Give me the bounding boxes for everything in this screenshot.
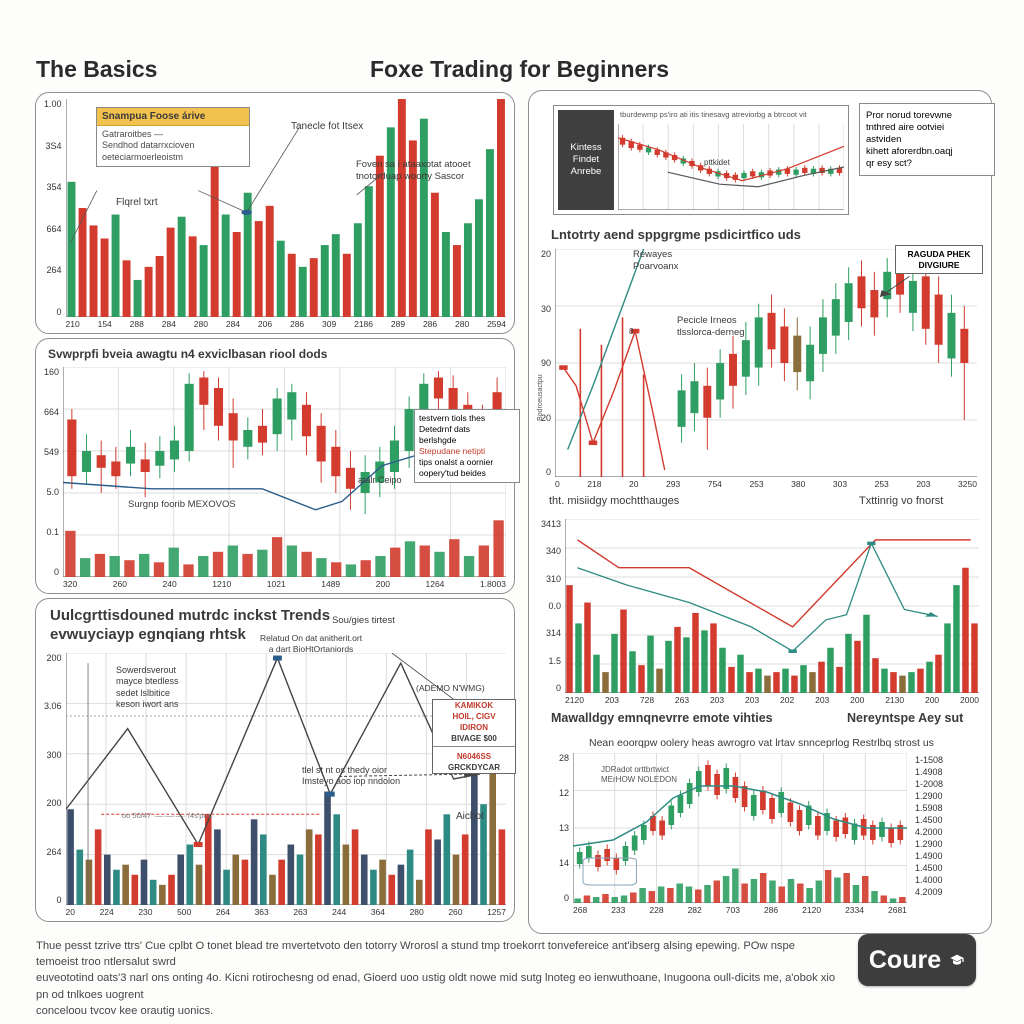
peak-value-label: 8	[629, 327, 634, 336]
sample-callout-header: Snampua Foose árive	[97, 108, 249, 126]
rewayes-label: Rewayes Poarvoanx	[633, 249, 679, 272]
kamikok-box-line: GRCKDYCAR	[448, 763, 500, 772]
kamikok-divider	[433, 746, 515, 749]
atalr-label: atalr Ceipo	[358, 475, 402, 485]
page-title-left: The Basics	[36, 56, 158, 82]
trend-zigzag-chart: 200 3.06 300 200 264 0 20 224 230 500 264 363 263 244…	[44, 653, 506, 917]
jdradot-label: JDRadot orttbrtwict MErHOW NOLEDON	[601, 765, 677, 784]
coure-button-label: Coure	[868, 945, 942, 974]
kamikok-box-line: KAMIKOK	[454, 701, 494, 710]
pecicle-label: Pecicle Irneos tlsslorca-derneg	[677, 315, 745, 338]
candles-callout-line: tips onalst a oornier	[419, 457, 494, 468]
basics-bar-chart: 1.00 3S4 354 664 264 0 210 154 288 284 280 284 206 28…	[44, 99, 506, 329]
panel3-title-line2: evwuyciayp egnqiang rhtsk	[50, 626, 246, 643]
candles-callout-line: testvern tiols thes	[419, 413, 486, 423]
moving-average-chart: 28 12 13 14 0 268 233 228 282 703 286 2120 2334 2681	[559, 753, 907, 915]
pror-note-box: Pror norud torevwne tnthred aire ootviei…	[859, 103, 995, 177]
kamikok-box: KAMIKOK HOIL, CIGV IDIRON BIVAGE $00 N60…	[432, 699, 516, 774]
panel6-caption-left: Mawalldgy emnqnevrre emote vihties	[551, 711, 773, 725]
candles-callout-line: oopery'tud beides	[419, 468, 486, 479]
candles-callout-line: berlshgde	[419, 435, 457, 446]
candles-callout-line: Detedrnf dats	[419, 424, 471, 435]
kintess-dark-box: Kintess Findet Anrebe	[558, 110, 614, 210]
uptrend-candles-chart: 20 30 90 20 0 0 218 20 293 754 253 380 303 253 203 3250	[541, 249, 977, 489]
foven-label: Foven sa i ataaxotat atooet tnotorduap w…	[356, 159, 471, 182]
panel5-caption-right: Txttinrig vo fnorst	[859, 495, 944, 507]
kamikok-box-line: IDIRON	[460, 723, 488, 732]
candles-callout: testvern tiols thes Detedrnf dats berlsh…	[414, 409, 520, 484]
figrel-label: Flqrel txrt	[116, 197, 158, 208]
panel-right-column: Kintess Findet Anrebe tburdewmp ps'iro a…	[528, 90, 995, 934]
panel7-title: Nean eoorqpw oolery heas awrogro vat lrt…	[589, 737, 934, 749]
dash-label: oo 50/47 ·—·—·—· /4s'pos	[122, 811, 212, 820]
panel2-title: Svwprpfi bveia awagtu n4 exviclbasan rio…	[48, 347, 328, 361]
page-title-right: Foxe Trading for Beginners	[370, 56, 670, 82]
panel5-caption-left: tht. misiidgy mochtthauges	[549, 495, 680, 507]
tanecle-label: Tanecle fot Itsex	[291, 121, 364, 132]
graduation-cap-icon	[949, 952, 965, 968]
coure-button[interactable]: Coure	[858, 934, 976, 986]
tlel-label: tlel st nt os thedy oior Imsteyo aoo iop…	[302, 765, 401, 787]
panel5-heading: Lntotrty aend sppgrgme psdicirtfico uds	[551, 227, 801, 242]
price-scale: 1-1508 1.4908 1-2008 1.2900 1.5908 1.4500 4.20…	[915, 755, 944, 897]
kamikok-box-line: HOIL, CIGV	[452, 712, 496, 721]
aicbot-label: Aicbot	[456, 811, 484, 822]
panel-candles-volume: Svwprpfi bveia awagtu n4 exviclbasan rio…	[35, 338, 520, 594]
sample-callout: Snampua Foose árive Gatraroitbes — Sendh…	[96, 107, 250, 167]
mini-top-text: tburdewmp ps'iro ati itis tinesavg atrev…	[620, 110, 807, 119]
footer-paragraph: Thue pesst tzrive ttrs' Cue cplbt O tone…	[36, 940, 836, 1017]
kamikok-box-line: N6046SS	[456, 752, 492, 761]
sower-note: Sowerdsverout mayce btedless sedet lslbi…	[116, 665, 179, 709]
panel6-caption-right: Nereyntspe Aey sut	[847, 711, 964, 725]
surgnp-line-label: Surgnp foorib MEXOVOS	[128, 499, 236, 510]
candles-callout-line-red: Stepudane netipti	[419, 446, 486, 457]
kamikok-box-line: BIVAGE $00	[451, 734, 497, 743]
relatud-label: Relatud On dat anitherit.ort a dart BioH…	[260, 633, 363, 654]
mini-downtrend-chart	[618, 124, 844, 210]
raguda-box: RAGUDA PHEK DIVGIURE	[895, 245, 983, 275]
mini-chart-frame: Kintess Findet Anrebe tburdewmp ps'iro a…	[553, 105, 849, 215]
panel-trends: Uulcgrttisdouned mutrdc inckst Trends ev…	[35, 598, 516, 922]
squgies-label: Sou/gies tirtest	[332, 615, 395, 626]
pttkidet-label: pttkidet	[704, 158, 730, 167]
volatility-chart: 3413 340 310 0.0 314 1.5 0 2120 203 728 263 203 203 2…	[541, 519, 979, 705]
eademo-label: (ADEMO N'WMG)	[416, 683, 485, 693]
panel-basics-bars: 1.00 3S4 354 664 264 0 210 154 288 284 280 284 206 28…	[35, 92, 515, 334]
panel5-rotated-ylabel: Bodrceusactpu	[537, 374, 544, 421]
sample-callout-body: Gatraroitbes — Sendhod datarrxcioven oet…	[102, 129, 195, 162]
panel3-title-line1: Uulcgrttisdouned mutrdc inckst Trends	[50, 607, 331, 624]
